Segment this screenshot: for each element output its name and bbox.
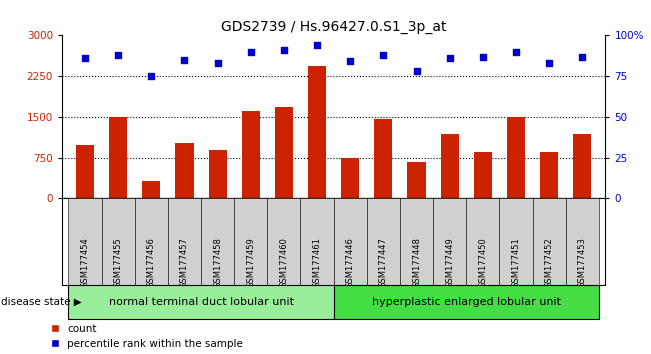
Bar [308,66,326,198]
Text: disease state ▶: disease state ▶ [1,297,82,307]
Bar [433,198,466,285]
Bar [242,112,260,198]
Point [478,54,488,59]
Bar [201,198,234,285]
Text: GSM177452: GSM177452 [545,237,553,288]
Point [577,54,587,59]
Bar [533,198,566,285]
Bar [466,198,499,285]
Point [345,59,355,64]
Point [245,49,256,55]
Bar [333,198,367,285]
Text: GSM177456: GSM177456 [147,237,156,288]
Bar [333,285,599,319]
Bar [135,198,168,285]
Bar [275,107,293,198]
Text: GSM177446: GSM177446 [346,237,355,288]
Text: normal terminal duct lobular unit: normal terminal duct lobular unit [109,297,294,307]
Bar [441,134,459,198]
Bar [507,118,525,198]
Bar [102,198,135,285]
Bar [341,158,359,198]
Bar [175,143,193,198]
Point [445,55,455,61]
Point [179,57,189,63]
Bar [400,198,433,285]
Text: GSM177451: GSM177451 [512,237,520,288]
Text: GSM177447: GSM177447 [379,237,388,288]
Point [146,73,156,79]
Text: GSM177448: GSM177448 [412,237,421,288]
Text: GSM177461: GSM177461 [312,237,322,288]
Title: GDS2739 / Hs.96427.0.S1_3p_at: GDS2739 / Hs.96427.0.S1_3p_at [221,21,447,34]
Point [544,60,554,66]
Bar [408,162,426,198]
Bar [268,198,301,285]
Bar [68,198,102,285]
Bar [573,134,591,198]
Text: hyperplastic enlarged lobular unit: hyperplastic enlarged lobular unit [372,297,561,307]
Point [80,55,90,61]
Bar [540,152,558,198]
Bar [234,198,268,285]
Bar [566,198,599,285]
Bar [208,150,227,198]
Bar [168,198,201,285]
Point [411,68,422,74]
Bar [76,145,94,198]
Text: GSM177449: GSM177449 [445,237,454,288]
Point [312,42,322,48]
Text: GSM177450: GSM177450 [478,237,488,288]
Text: GSM177454: GSM177454 [81,237,90,288]
Bar [374,119,393,198]
Text: GSM177455: GSM177455 [114,237,122,288]
Text: GSM177458: GSM177458 [213,237,222,288]
Text: GSM177459: GSM177459 [246,237,255,288]
Bar [499,198,533,285]
Text: GSM177453: GSM177453 [577,237,587,288]
Point [212,60,223,66]
Bar [474,152,492,198]
Text: GSM177457: GSM177457 [180,237,189,288]
Bar [301,198,333,285]
Bar [68,285,333,319]
Point [279,47,289,53]
Bar [109,118,128,198]
Point [113,52,124,58]
Point [378,52,389,58]
Text: GSM177460: GSM177460 [279,237,288,288]
Point [511,49,521,55]
Legend: count, percentile rank within the sample: count, percentile rank within the sample [51,324,243,349]
Bar [142,181,160,198]
Bar [367,198,400,285]
